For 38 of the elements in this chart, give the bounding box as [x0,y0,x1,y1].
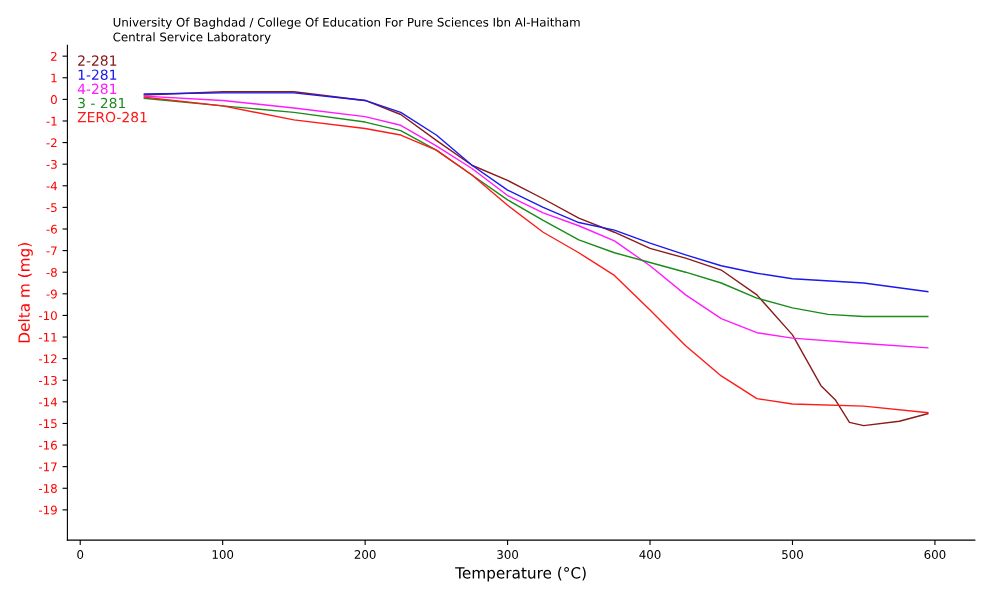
y-tick-label: -5 [46,203,57,213]
y-axis-title: Delta m (mg) [18,243,33,343]
y-tick-label: 2 [51,51,57,61]
x-tick-label: 300 [497,550,519,559]
y-tick-label: -4 [46,181,58,191]
y-tick-label: 0 [50,95,57,105]
text: 1-281 [78,69,117,80]
text: 4-281 [77,83,117,95]
x-tick-label: 0 [77,550,84,559]
y-tick-label: -7 [46,246,57,256]
y-tick-label: -14 [38,397,58,407]
y-tick-label: -18 [38,483,57,493]
x-tick-label: 400 [639,550,661,559]
x-tick-label: 200 [354,550,376,559]
y-tick-label: -12 [38,354,57,364]
x-tick-label: 600 [924,550,946,559]
chart-subtitle: Central Service Laboratory [113,32,271,44]
y-tick-label: -9 [46,289,57,299]
x-tick-label: 500 [782,550,803,559]
x-tick-label: 100 [212,550,234,559]
y-tick-label: -1 [46,116,57,126]
y-tick-label: -15 [38,419,57,429]
y-tick-label: -6 [46,224,57,234]
text: 2-281 [78,55,117,66]
x-axis-title: Temperature (°C) [455,566,586,582]
y-tick-label: -17 [38,462,57,472]
y-tick-label: -3 [46,159,57,169]
series-label: 3 - 281 [78,97,126,109]
y-tick-label: -11 [38,332,57,342]
y-tick-label: -19 [38,505,57,515]
y-tick-label: 1 [51,73,57,83]
chart-title: University Of Baghdad / College Of Education For Pure Sciences Ibn Al-Haitham [113,17,580,29]
y-tick-label: -16 [38,440,57,450]
y-tick-label: -13 [38,375,57,385]
y-tick-label: -8 [46,267,57,277]
y-tick-label: -10 [38,311,57,321]
series-label: ZERO-281 [77,111,147,123]
y-tick-label: -2 [46,138,57,148]
